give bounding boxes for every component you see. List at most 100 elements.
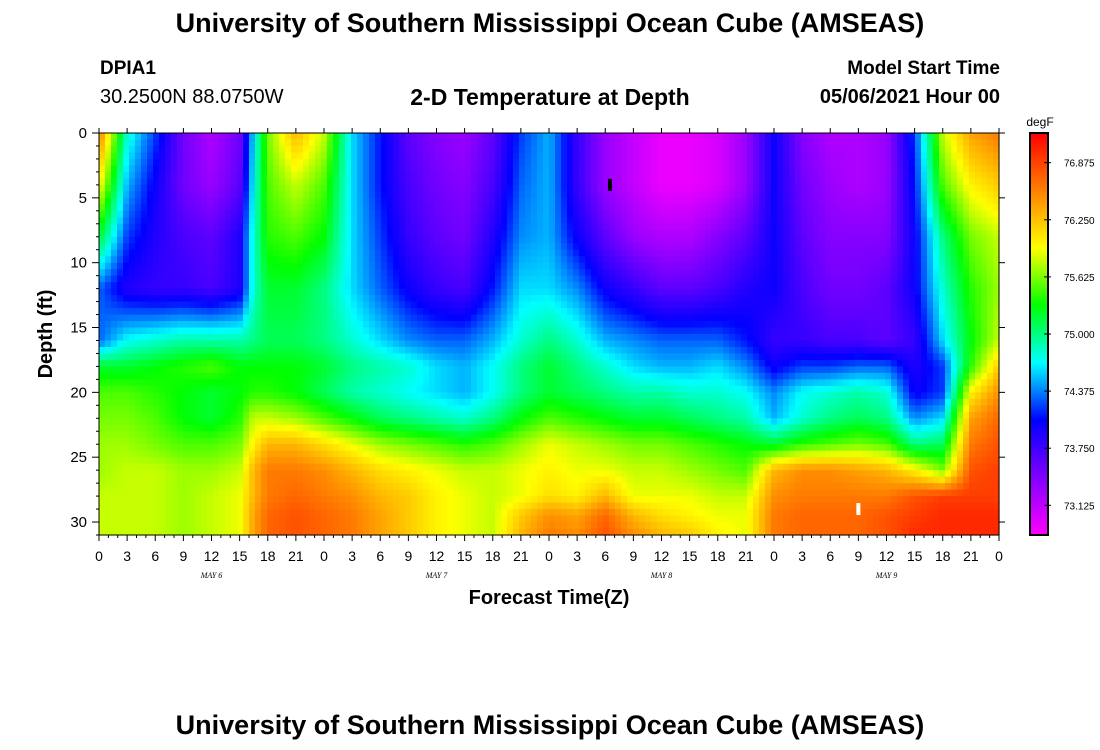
heatmap-cell	[195, 152, 202, 159]
heatmap-cell	[153, 165, 160, 172]
heatmap-cell	[489, 211, 496, 218]
heatmap-cell	[411, 172, 418, 179]
heatmap-cell	[741, 191, 748, 198]
heatmap-cell	[747, 159, 754, 166]
heatmap-cell	[153, 159, 160, 166]
heatmap-cell	[651, 217, 658, 224]
heatmap-cell	[963, 250, 970, 257]
heatmap-cell	[231, 217, 238, 224]
heatmap-cell	[201, 282, 208, 289]
heatmap-cell	[825, 269, 832, 276]
heatmap-cell	[867, 276, 874, 283]
heatmap-cell	[495, 256, 502, 263]
heatmap-cell	[969, 172, 976, 179]
heatmap-cell	[615, 165, 622, 172]
heatmap-cell	[567, 224, 574, 231]
heatmap-cell	[183, 191, 190, 198]
heatmap-cell	[903, 295, 910, 302]
heatmap-cell	[603, 237, 610, 244]
heatmap-cell	[261, 211, 268, 218]
heatmap-cell	[159, 237, 166, 244]
heatmap-cell	[837, 269, 844, 276]
heatmap-cell	[99, 211, 106, 218]
heatmap-cell	[921, 340, 928, 347]
heatmap-cell	[423, 315, 430, 322]
heatmap-cell	[681, 133, 688, 140]
heatmap-cell	[147, 204, 154, 211]
heatmap-cell	[441, 146, 448, 153]
heatmap-cell	[459, 211, 466, 218]
heatmap-cell	[771, 295, 778, 302]
heatmap-cell	[855, 230, 862, 237]
heatmap-cell	[351, 340, 358, 347]
heatmap-cell	[681, 302, 688, 309]
heatmap-cell	[891, 152, 898, 159]
heatmap-cell	[621, 321, 628, 328]
heatmap-cell	[705, 302, 712, 309]
heatmap-cell	[615, 256, 622, 263]
heatmap-cell	[915, 243, 922, 250]
heatmap-cell	[717, 146, 724, 153]
heatmap-cell	[615, 146, 622, 153]
heatmap-cell	[927, 256, 934, 263]
heatmap-cell	[777, 230, 784, 237]
heatmap-cell	[873, 152, 880, 159]
heatmap-cell	[585, 340, 592, 347]
heatmap-cell	[705, 276, 712, 283]
heatmap-cell	[981, 191, 988, 198]
heatmap-cell	[939, 302, 946, 309]
heatmap-cell	[267, 289, 274, 296]
heatmap-cell	[255, 263, 262, 270]
heatmap-cell	[939, 146, 946, 153]
heatmap-cell	[975, 237, 982, 244]
heatmap-cell	[567, 204, 574, 211]
heatmap-cell	[483, 282, 490, 289]
heatmap-cell	[765, 256, 772, 263]
heatmap-cell	[177, 321, 184, 328]
heatmap-cell	[381, 172, 388, 179]
heatmap-cell	[321, 204, 328, 211]
heatmap-cell	[339, 139, 346, 146]
heatmap-cell	[603, 198, 610, 205]
heatmap-cell	[711, 146, 718, 153]
heatmap-cell	[441, 269, 448, 276]
heatmap-cell	[807, 295, 814, 302]
heatmap-cell	[423, 133, 430, 140]
heatmap-cell	[861, 308, 868, 315]
heatmap-cell	[915, 256, 922, 263]
heatmap-cell	[735, 204, 742, 211]
heatmap-cell	[753, 243, 760, 250]
heatmap-cell	[363, 159, 370, 166]
heatmap-cell	[849, 172, 856, 179]
heatmap-cell	[771, 276, 778, 283]
heatmap-cell	[675, 315, 682, 322]
heatmap-cell	[525, 315, 532, 322]
heatmap-cell	[945, 217, 952, 224]
heatmap-cell	[345, 172, 352, 179]
heatmap-cell	[915, 328, 922, 335]
heatmap-cell	[837, 250, 844, 257]
heatmap-cell	[99, 217, 106, 224]
heatmap-cell	[633, 217, 640, 224]
heatmap-cell	[387, 276, 394, 283]
heatmap-cell	[591, 340, 598, 347]
heatmap-cell	[531, 328, 538, 335]
heatmap-cell	[723, 295, 730, 302]
heatmap-cell	[303, 217, 310, 224]
heatmap-cell	[339, 224, 346, 231]
heatmap-cell	[321, 308, 328, 315]
heatmap-cell	[885, 211, 892, 218]
heatmap-cell	[231, 172, 238, 179]
heatmap-cell	[585, 204, 592, 211]
heatmap-cell	[759, 302, 766, 309]
heatmap-cell	[795, 204, 802, 211]
heatmap-cell	[369, 152, 376, 159]
heatmap-cell	[747, 243, 754, 250]
heatmap-cell	[285, 217, 292, 224]
heatmap-cell	[237, 159, 244, 166]
heatmap-cell	[945, 159, 952, 166]
heatmap-cell	[765, 211, 772, 218]
heatmap-cell	[357, 328, 364, 335]
heatmap-cell	[573, 263, 580, 270]
heatmap-cell	[633, 185, 640, 192]
